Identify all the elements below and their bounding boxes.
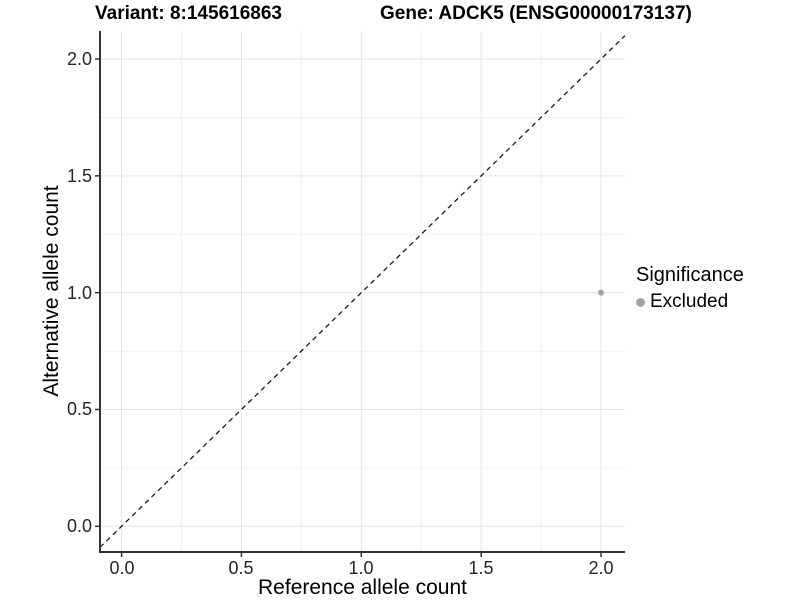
variant-title: Variant: 8:145616863 bbox=[95, 3, 282, 24]
x-tick-label: 1.0 bbox=[348, 558, 374, 578]
y-tick-label: 1.5 bbox=[66, 166, 92, 186]
x-tick-label: 0.5 bbox=[228, 558, 254, 578]
legend: Significance Excluded bbox=[636, 264, 744, 313]
x-tick-label: 0.0 bbox=[109, 558, 135, 578]
legend-title: Significance bbox=[636, 264, 744, 286]
y-tick-label: 0.0 bbox=[66, 516, 92, 536]
y-tick-label: 0.5 bbox=[66, 399, 92, 419]
identity-line bbox=[99, 35, 626, 548]
x-tick-label: 2.0 bbox=[588, 558, 614, 578]
excluded-point-swatch bbox=[636, 297, 645, 307]
y-axis-title: Alternative allele count bbox=[40, 185, 63, 397]
y-tick-label: 1.0 bbox=[66, 283, 92, 303]
legend-item-excluded: Excluded bbox=[636, 291, 744, 313]
x-axis-title: Reference allele count bbox=[258, 576, 467, 599]
x-tick-label: 1.5 bbox=[468, 558, 494, 578]
y-tick-label: 2.0 bbox=[66, 49, 92, 69]
legend-item-label: Excluded bbox=[650, 291, 729, 312]
gene-title: Gene: ADCK5 (ENSG00000173137) bbox=[380, 3, 692, 24]
data-point bbox=[598, 289, 605, 296]
